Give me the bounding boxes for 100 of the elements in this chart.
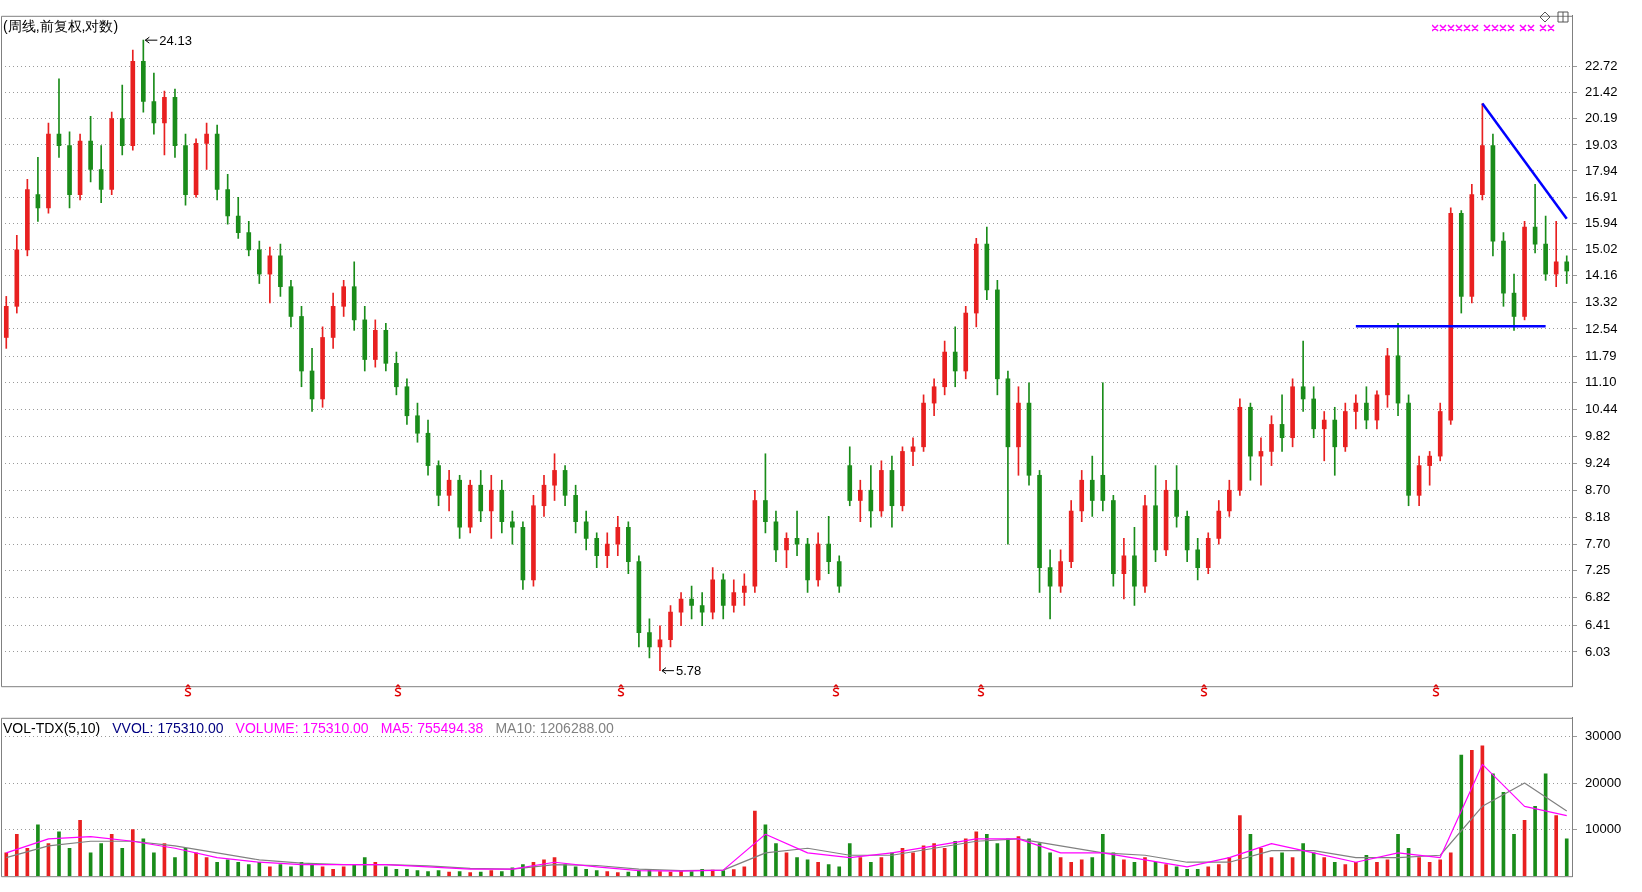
y-tick-label: 19.03 [1585,136,1618,152]
y-tick-label: 9.24 [1585,455,1611,471]
bar [985,833,989,877]
bar [731,869,736,877]
bar [1301,843,1305,877]
annotation: VOLUME: 175310.00 [235,719,369,736]
bar [1354,861,1358,877]
chart-title: (周线,前复权,对数) [3,17,119,34]
bar [310,864,314,877]
y-tick-label: 14.16 [1585,266,1618,282]
bar [847,843,852,877]
bar [911,852,915,877]
bar [1259,847,1263,877]
bar [489,870,494,877]
bar [120,847,125,877]
bar [615,872,620,877]
y-tick-label: 15.02 [1585,240,1618,256]
bar [1100,833,1105,877]
bar [1512,833,1516,877]
annotation: 5.78 [675,663,702,679]
bar [57,831,61,877]
bar [405,868,409,877]
bar [742,866,747,877]
y-tick-label: 15.94 [1585,214,1618,230]
bar [246,864,251,877]
bar [36,824,40,877]
bar [1206,866,1211,877]
y-tick-label: 6.03 [1585,643,1611,659]
bar [774,843,778,877]
y-tick-label: 11.10 [1585,374,1617,390]
y-tick-label: 17.94 [1585,162,1618,178]
bar [795,857,799,877]
y-tick-label: 16.91 [1585,188,1618,204]
bar [4,852,9,877]
bar [1143,857,1147,877]
bar [236,861,241,877]
bar [331,868,335,877]
bar [963,838,968,877]
y-tick-label: 10.44 [1585,401,1618,417]
y-tick-label: 21.42 [1585,84,1618,100]
bar [373,861,378,877]
y-tick-label: 30000 [1585,728,1622,744]
candlestick [1321,411,1327,462]
bar [14,833,19,877]
y-tick-label: 20.19 [1585,110,1618,126]
y-tick-label: 6.82 [1585,589,1611,605]
candlestick [1553,221,1559,288]
candlestick [742,573,747,606]
bar [605,871,610,877]
candlestick [910,437,916,466]
bar [869,861,873,877]
candlestick [1100,382,1106,512]
annotation: MA10: 1206288.00 [495,719,614,736]
y-tick-label: 7.70 [1585,535,1611,551]
bar [753,810,757,877]
bar [953,840,958,877]
y-tick-label: 8.70 [1585,481,1611,497]
bar [130,829,135,877]
bar [584,868,588,877]
bar [594,870,599,877]
bar [257,861,262,877]
bar [1164,864,1168,877]
bar [225,859,230,877]
bar [478,871,483,877]
bar [658,871,662,877]
bar [1396,833,1400,877]
bar [1048,852,1052,877]
bar [816,861,820,877]
bar [352,864,357,877]
bar [1375,861,1379,877]
bar [1417,857,1421,877]
bar [1216,864,1221,877]
bar [974,831,979,877]
bar [1448,852,1453,877]
annotation: 24.13 [159,32,192,48]
bar [1122,859,1126,877]
bar [99,843,103,877]
bar [426,871,430,877]
bar [362,857,367,877]
bar [890,852,894,877]
chart-title: VOL-TDX(5,10) [3,719,101,736]
bar [1564,838,1569,877]
bar [215,861,219,877]
bar [173,857,177,877]
bar [1185,868,1189,877]
y-tick-label: 13.32 [1585,293,1618,309]
bar [1069,861,1074,877]
y-tick-label: 22.72 [1585,58,1618,74]
bar [194,852,198,877]
bar [563,864,567,877]
bar [837,866,842,877]
bar [447,871,451,877]
bar [1533,805,1537,877]
bar [289,866,293,877]
y-tick-label: 10000 [1585,821,1622,837]
bar [1311,852,1316,877]
bar [1280,852,1284,877]
bar [1459,754,1464,877]
bar [1027,838,1031,877]
bar [932,843,936,877]
